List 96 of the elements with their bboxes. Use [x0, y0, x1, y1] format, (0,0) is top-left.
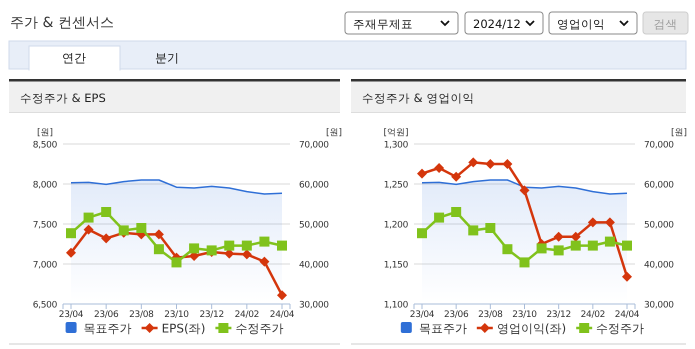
- y2-tick-label: 70,000: [644, 140, 674, 150]
- x-tick-label: 23/04: [58, 310, 84, 320]
- legend-label: 수정주가: [596, 322, 644, 336]
- point: [136, 223, 146, 233]
- point: [84, 224, 94, 235]
- y2-axis-title: [원]: [326, 128, 342, 138]
- chart-title: 수정주가 & EPS: [20, 91, 106, 105]
- legend-label: 영업이익(좌): [496, 322, 566, 336]
- point: [451, 172, 462, 182]
- point: [536, 243, 547, 254]
- point: [520, 257, 530, 268]
- point: [417, 168, 427, 179]
- text: 영업이익: [557, 17, 605, 31]
- y-tick-label: 1,200: [384, 220, 409, 230]
- point: [604, 236, 615, 247]
- x-tick-label: 23/08: [129, 310, 154, 320]
- y2-tick-label: 60,000: [299, 180, 330, 190]
- chart-title: 수정주가 & 영업이익: [362, 91, 474, 105]
- y-tick-label: 7,500: [32, 220, 58, 230]
- x-tick-label: 23/08: [478, 310, 504, 320]
- y-tick-label: 1,250: [384, 180, 409, 190]
- y2-axis-title: [원]: [670, 128, 688, 138]
- legend-label: EPS(좌): [162, 322, 206, 336]
- point: [224, 240, 234, 251]
- y-tick-label: 1,100: [384, 300, 409, 310]
- point: [622, 240, 632, 251]
- y-tick-label: 6,500: [32, 300, 58, 310]
- text: 주가 & 컨센서스: [10, 15, 114, 31]
- y-tick-label: 8,500: [32, 140, 58, 150]
- y2-tick-label: 30,000: [644, 300, 674, 310]
- x-tick-label: 23/06: [94, 310, 119, 320]
- point: [84, 212, 94, 223]
- y-tick-label: 8,000: [32, 180, 58, 190]
- point: [434, 163, 444, 173]
- x-tick-label: 23/12: [199, 310, 224, 320]
- text: 연간: [62, 51, 86, 65]
- point: [242, 240, 252, 251]
- y-axis-title: [억원]: [383, 128, 409, 138]
- point: [570, 232, 581, 242]
- point: [604, 217, 615, 228]
- point: [554, 232, 564, 242]
- point: [485, 159, 496, 169]
- point: [101, 207, 112, 217]
- point: [277, 240, 287, 251]
- y2-tick-label: 50,000: [299, 220, 330, 230]
- point: [277, 290, 287, 300]
- y2-tick-label: 70,000: [299, 140, 330, 150]
- point: [259, 256, 270, 267]
- point: [242, 249, 252, 260]
- point: [451, 207, 462, 217]
- text: 주재무제표: [353, 17, 413, 31]
- x-tick-label: 24/04: [270, 310, 295, 320]
- point: [66, 248, 76, 258]
- point: [434, 212, 444, 223]
- legend-label: 목표주가: [84, 322, 132, 336]
- point: [66, 228, 76, 238]
- point: [154, 244, 164, 254]
- text: 분기: [155, 51, 179, 65]
- point: [468, 157, 478, 168]
- point: [554, 245, 564, 256]
- point: [588, 240, 598, 251]
- x-tick-label: 23/06: [444, 310, 469, 320]
- point: [189, 243, 200, 254]
- point: [622, 272, 632, 282]
- point: [154, 229, 164, 240]
- legend-label: 수정주가: [235, 322, 284, 336]
- text: 검색: [654, 17, 678, 31]
- x-tick-label: 24/04: [614, 310, 640, 320]
- y-tick-label: 1,300: [384, 140, 409, 150]
- point: [502, 244, 512, 254]
- y2-tick-label: 50,000: [644, 220, 674, 230]
- text: 2024/12: [473, 17, 521, 31]
- x-tick-label: 24/02: [580, 310, 606, 320]
- y2-tick-label: 60,000: [644, 180, 674, 190]
- point: [502, 159, 512, 169]
- point: [570, 240, 581, 251]
- y-axis-title: [원]: [36, 128, 54, 138]
- point: [485, 223, 496, 233]
- y2-tick-label: 40,000: [299, 260, 330, 270]
- y-tick-label: 7,000: [32, 260, 58, 270]
- legend-label: 목표주가: [418, 322, 467, 336]
- x-tick-label: 23/12: [546, 310, 571, 320]
- y2-tick-label: 40,000: [644, 260, 674, 270]
- x-tick-label: 23/10: [512, 310, 538, 320]
- point: [172, 257, 182, 268]
- point: [468, 225, 478, 236]
- x-tick-label: 23/10: [164, 310, 190, 320]
- point: [588, 217, 598, 228]
- y-tick-label: 1,150: [384, 260, 409, 270]
- point: [417, 228, 427, 238]
- point: [259, 236, 270, 247]
- x-tick-label: 24/02: [234, 310, 260, 320]
- point: [520, 185, 530, 196]
- y2-tick-label: 30,000: [299, 300, 330, 310]
- point: [101, 233, 112, 244]
- x-tick-label: 23/04: [410, 310, 435, 320]
